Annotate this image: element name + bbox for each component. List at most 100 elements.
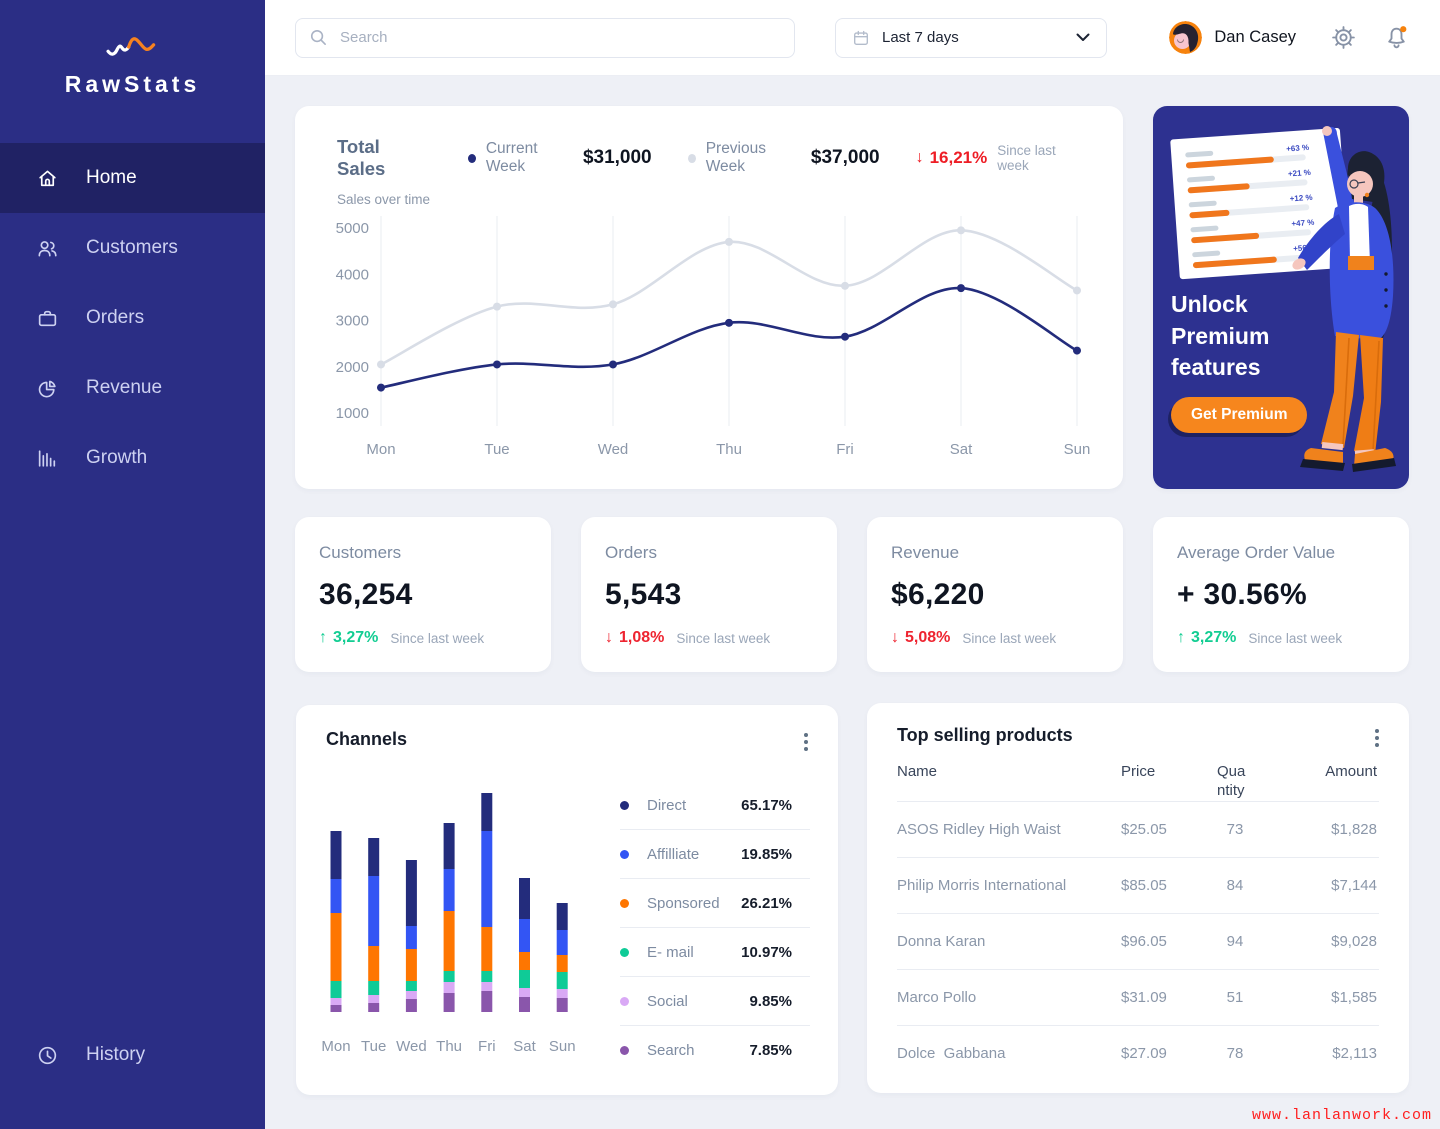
products-card-header: Top selling products [867,703,1409,751]
product-name: Marco Pollo [897,989,977,1006]
channel-legend-item-sponsored: Sponsored 26.21% [620,878,810,927]
calendar-icon [854,30,868,45]
sales-chart-subtitle: Sales over time [337,192,431,207]
table-row: Marco Pollo $31.09 51 $1,585 [897,970,1379,1026]
sidebar: RawStats Home Customers Orders Revenue Growt… [0,0,265,1129]
delta-value: 16,21% [929,148,988,167]
product-name: ASOS Ridley High Waist [897,821,1061,838]
search-box[interactable] [295,17,795,58]
logo-zigzag-icon [105,37,155,56]
stat-title: Customers [319,543,402,562]
sidebar-item-revenue[interactable]: Revenue [0,353,265,423]
channels-title: Channels [326,729,408,749]
stat-title: Average Order Value [1177,543,1336,562]
channel-legend-item-direct: Direct 65.17% [620,781,810,829]
sidebar-item-growth[interactable]: Growth [0,423,265,493]
svg-text:Sat: Sat [513,1038,536,1055]
svg-text:Fri: Fri [478,1038,496,1055]
user-name: Dan Casey [1214,28,1296,46]
channels-menu-button[interactable] [800,729,812,755]
table-row: Donna Karan $96.05 94 $9,028 [897,914,1379,970]
stat-delta: ↑ 3,27% Since last week [319,629,527,647]
product-amount: $1,828 [1331,821,1377,838]
svg-text:+47 %: +47 % [1291,218,1314,229]
user-menu[interactable]: Dan Casey [1169,21,1296,54]
arrow-up-icon: ↑ [1177,629,1185,646]
delta-caption: Since last week [1248,630,1343,646]
stat-delta: ↑ 3,27% Since last week [1177,629,1385,647]
delta-caption: Since last week [676,630,771,646]
notifications-button[interactable] [1383,24,1410,51]
col-price: Price [1121,763,1156,780]
top-products-card: Top selling products Name Price Quantity Am… [867,703,1409,1093]
product-amount: $1,585 [1331,989,1377,1006]
product-quantity: 51 [1226,989,1244,1006]
get-premium-button[interactable]: Get Premium [1171,397,1308,433]
sidebar-bottom: History [0,1020,265,1090]
channels-card-header: Channels [296,705,838,755]
svg-text:Thu: Thu [436,1038,462,1055]
date-range-label: Last 7 days [882,29,959,46]
channels-bar-chart: Mon Tue Wed Thu Fri Sat Sun [321,793,576,1055]
channel-legend-item-affilliate: Affilliate 19.85% [620,829,810,878]
date-range-select[interactable]: Last 7 days [835,17,1107,58]
legend-label: Previous Week [705,140,766,175]
channel-percent: 7.85% [749,1041,792,1059]
sidebar-item-home[interactable]: Home [0,143,265,213]
sidebar-item-customers[interactable]: Customers [0,213,265,283]
arrow-down-icon: ↓ [891,629,899,646]
sidebar-item-orders[interactable]: Orders [0,283,265,353]
legend-dot-icon [620,898,629,908]
product-name: Dolce Gabbana [897,1045,1006,1062]
product-price: $25.05 [1121,821,1167,838]
growth-icon [36,447,60,470]
svg-text:5000: 5000 [336,220,369,237]
legend-current-week: Current Week $31,000 [467,140,652,176]
col-amount: Amount [1325,763,1377,780]
product-price: $96.05 [1121,933,1167,950]
channels-card: Channels Mon Tue Wed Thu Fri Sat Sun Direct 65.… [296,705,838,1095]
premium-illustration: +63 % +21 % +12 % +47 % +56 [1170,126,1396,472]
delta-value: 1,08% [619,629,665,646]
sidebar-item-label: Revenue [86,377,163,398]
avatar[interactable] [1169,21,1203,54]
legend-value: $31,000 [582,147,652,168]
products-menu-button[interactable] [1371,725,1383,751]
svg-text:Mon: Mon [366,441,395,458]
legend-dot-icon [620,849,629,859]
channel-legend-item-social: Social 9.85% [620,976,810,1025]
settings-button[interactable] [1330,24,1357,51]
svg-text:Mon: Mon [321,1038,350,1055]
channel-percent: 65.17% [741,796,792,814]
table-row: Philip Morris International $85.05 84 $7,14… [897,858,1379,914]
gear-icon [1332,26,1355,49]
sidebar-item-label: History [86,1044,146,1065]
svg-text:3000: 3000 [336,313,369,330]
avatar-illustration [1169,21,1203,54]
arrow-down-icon: ↓ [605,629,613,646]
svg-text:Wed: Wed [396,1038,427,1055]
delta-caption: Since last week [390,630,485,646]
legend-dot-icon [620,1045,629,1055]
sidebar-item-label: Customers [86,237,178,258]
history-icon [36,1044,60,1067]
stat-card-orders: Orders 5,543 ↓ 1,08% Since last week [581,517,837,672]
product-amount: $2,113 [1332,1045,1377,1062]
product-price: $27.09 [1121,1045,1167,1062]
topbar: Last 7 days Dan Casey [265,0,1440,76]
watermark: www.lanlanwork.com [1251,1107,1432,1124]
sales-card-title: Total Sales [337,136,386,179]
stats-row: Customers 36,254 ↑ 3,27% Since last week Orde… [295,517,1409,672]
delta-value: 3,27% [333,629,379,646]
bell-icon [1388,26,1407,49]
legend-label: Current Week [485,140,538,175]
sales-delta: ↓ 16,21% Since last week [916,143,1081,173]
sidebar-item-history[interactable]: History [0,1020,265,1090]
search-input[interactable] [338,28,781,47]
products-table: Name Price Quantity Amount ASOS Ridley High … [897,759,1379,1081]
channel-legend-item-e-mail: E- mail 10.97% [620,927,810,976]
svg-text:2000: 2000 [336,359,369,376]
svg-text:+63 %: +63 % [1286,143,1309,154]
product-amount: $7,144 [1331,877,1377,894]
